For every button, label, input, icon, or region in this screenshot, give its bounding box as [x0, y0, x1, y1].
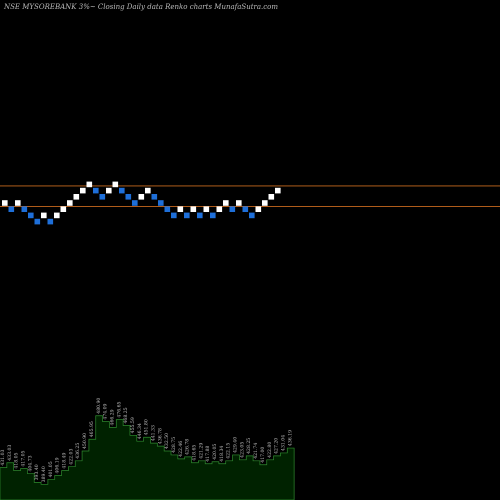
renko-bricks — [2, 181, 281, 225]
brick-15 — [99, 194, 106, 200]
brick-41 — [268, 194, 275, 200]
volume-label-16: 466.29 — [109, 409, 115, 425]
brick-39 — [255, 206, 262, 212]
volume-label-4: 404.73 — [27, 455, 33, 471]
brick-11 — [73, 194, 80, 200]
brick-12 — [80, 187, 86, 194]
volume-label-28: 418.65 — [192, 445, 198, 461]
brick-8 — [54, 212, 60, 219]
brick-29 — [190, 206, 197, 212]
brick-38 — [249, 212, 255, 219]
volume-label-36: 428.25 — [246, 438, 252, 454]
volume-label-13: 465.95 — [89, 421, 95, 437]
brick-6 — [41, 212, 47, 219]
volume-label-20: 446.34 — [137, 423, 143, 439]
brick-19 — [125, 194, 132, 200]
brick-21 — [138, 194, 145, 200]
volume-label-34: 429.40 — [233, 437, 239, 453]
volume-label-6: 389.40 — [41, 466, 47, 482]
volume-label-19: 455.59 — [130, 417, 136, 433]
volume-label-1: 433.03 — [7, 445, 13, 461]
brick-36 — [236, 200, 242, 206]
brick-24 — [158, 200, 164, 206]
volume-label-15: 474.09 — [103, 403, 109, 419]
volume-area — [0, 415, 295, 500]
volume-label-37: 421.74 — [253, 443, 259, 459]
volume-label-3: 417.05 — [21, 450, 27, 466]
volume-label-39: 422.80 — [267, 442, 273, 458]
volume-label-30: 417.88 — [205, 446, 211, 462]
volume-label-11: 436.25 — [75, 443, 81, 459]
brick-3 — [21, 206, 28, 212]
brick-0 — [2, 200, 8, 206]
brick-20 — [132, 200, 138, 206]
brick-28 — [184, 212, 190, 219]
brick-31 — [203, 206, 210, 212]
volume-label-9: 418.49 — [62, 452, 68, 468]
brick-23 — [151, 194, 158, 200]
reference-lines — [0, 185, 500, 207]
brick-13 — [86, 181, 93, 188]
volume-label-23: 436.78 — [157, 428, 163, 444]
brick-34 — [223, 200, 229, 206]
volume-label-17: 476.65 — [116, 401, 122, 417]
volume-label-18: 468.25 — [123, 407, 129, 423]
volume-label-33: 422.15 — [226, 443, 232, 459]
brick-17 — [112, 181, 119, 188]
brick-7 — [47, 218, 54, 225]
brick-10 — [67, 200, 73, 206]
brick-35 — [229, 206, 236, 212]
volume-label-35: 423.05 — [239, 442, 245, 458]
brick-14 — [93, 187, 99, 194]
volume-label-8: 406.19 — [55, 457, 61, 473]
brick-32 — [210, 212, 216, 219]
volume-label-14: 480.90 — [96, 398, 102, 414]
volume-label-42: 436.19 — [287, 430, 293, 446]
volume-panel — [0, 415, 295, 500]
brick-25 — [164, 206, 171, 212]
brick-18 — [119, 187, 125, 194]
brick-5 — [34, 218, 41, 225]
brick-2 — [15, 200, 21, 206]
chart-title: NSE MYSOREBANK 3%~ Closing Daily data Re… — [4, 3, 279, 11]
volume-label-10: 422.03 — [68, 449, 74, 465]
volume-label-22: 441.33 — [150, 425, 156, 441]
volume-label-0: 431.03 — [0, 450, 6, 466]
brick-16 — [106, 187, 112, 194]
brick-42 — [275, 187, 281, 194]
brick-9 — [60, 206, 67, 212]
volume-label-40: 427.20 — [274, 438, 280, 454]
volume-label-21: 451.80 — [144, 419, 150, 435]
volume-label-38: 417.00 — [260, 447, 266, 463]
volume-label-5: 393.40 — [34, 464, 40, 480]
brick-30 — [197, 212, 203, 219]
volume-label-29: 421.29 — [198, 443, 204, 459]
volume-label-2: 418.05 — [14, 452, 20, 468]
volume-label-32: 418.34 — [219, 446, 225, 462]
volume-label-12: 450.90 — [82, 433, 88, 449]
volume-label-41: 431.04 — [280, 435, 286, 451]
volume-label-26: 422.46 — [178, 441, 184, 457]
brick-27 — [177, 206, 184, 212]
volume-label-31: 420.05 — [212, 444, 218, 460]
brick-1 — [8, 206, 15, 212]
brick-26 — [171, 212, 177, 219]
brick-40 — [262, 200, 268, 206]
volume-label-24: 432.50 — [164, 433, 170, 449]
brick-33 — [216, 206, 223, 212]
brick-37 — [242, 206, 249, 212]
brick-22 — [145, 187, 151, 194]
volume-label-7: 401.05 — [48, 461, 54, 477]
volume-label-25: 428.75 — [171, 437, 177, 453]
volume-label-27: 426.78 — [185, 439, 191, 455]
brick-4 — [28, 212, 34, 219]
